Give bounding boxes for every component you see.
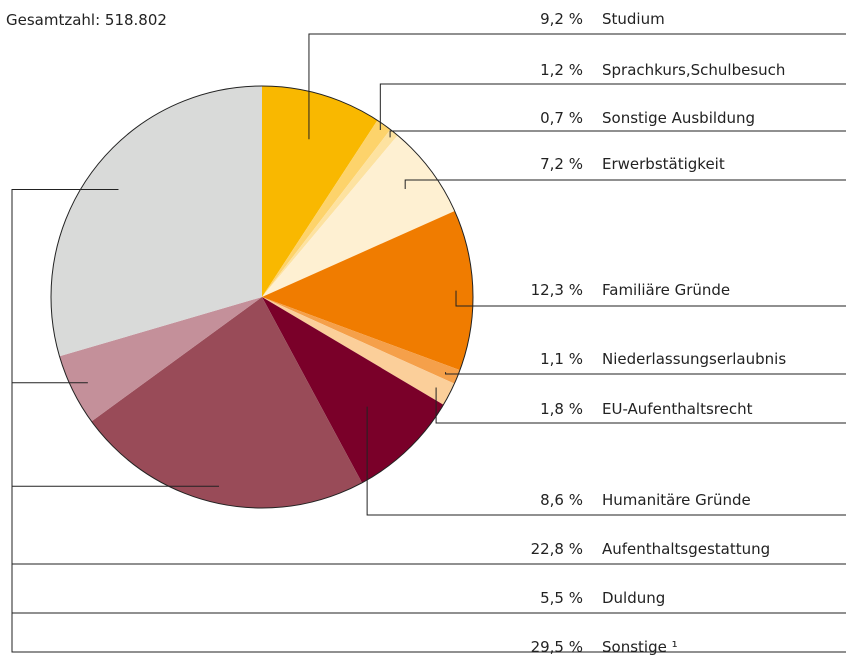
pie-slice [262,129,398,297]
value-label: 1,2 % [540,61,583,79]
pie-slice [262,120,391,297]
pie-slice [50,85,263,357]
pie-slice [262,86,378,297]
leader-line [455,290,846,307]
value-label: 22,8 % [531,540,583,558]
category-label: Duldung [602,589,665,607]
category-label: Aufenthaltsgestattung [602,540,770,558]
pie-outline [50,85,474,509]
value-label: 1,8 % [540,400,583,418]
value-label: 0,7 % [540,109,583,127]
value-label: 7,2 % [540,155,583,173]
category-label: Niederlassungserlaubnis [602,350,786,368]
leader-line [11,188,846,653]
category-label: Sprachkurs,Schulbesuch [602,61,785,79]
category-label: Sonstige Ausbildung [602,109,755,127]
category-label: Familiäre Gründe [602,281,730,299]
pie-slice [91,297,362,508]
leader-line [366,406,846,516]
pie-slice [262,297,460,384]
pie-slice [262,297,444,483]
category-label: Humanitäre Gründe [602,491,751,509]
leader-line [445,372,846,375]
leader-line [404,179,846,189]
pie-slice [59,297,262,422]
leader-line [379,83,846,130]
leader-line [435,387,846,424]
value-label: 9,2 % [540,10,583,28]
leader-line [389,130,846,138]
value-label: 5,5 % [540,589,583,607]
category-label: Erwerbstätigkeit [602,155,725,173]
value-label: 8,6 % [540,491,583,509]
leader-line [308,33,846,140]
category-label: Sonstige ¹ [602,638,678,656]
value-label: 1,1 % [540,350,583,368]
category-label: Studium [602,10,665,28]
pie-slice [262,297,455,405]
pie-slice [262,135,455,297]
value-label: 12,3 % [531,281,583,299]
value-label: 29,5 % [531,638,583,656]
chart-title: Gesamtzahl: 518.802 [6,11,167,29]
category-label: EU-Aufenthaltsrecht [602,400,753,418]
pie-slice [262,210,473,371]
